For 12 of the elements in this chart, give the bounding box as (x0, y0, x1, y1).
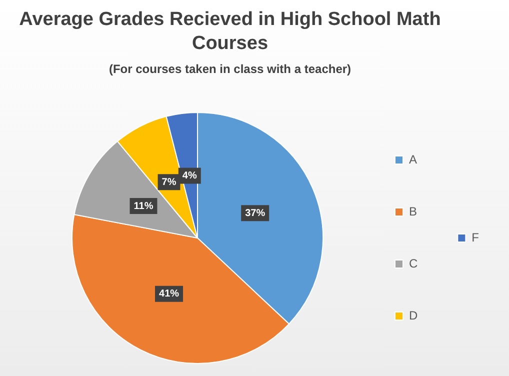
legend-label: A (409, 152, 418, 166)
data-label: 37% (245, 208, 266, 219)
data-label: 41% (159, 288, 180, 300)
legend-label: D (409, 308, 418, 322)
data-label: 11% (134, 200, 154, 212)
legend-label: C (409, 256, 418, 270)
chart-subtitle: (For courses taken in class with a teacher) (108, 62, 352, 76)
data-label: 7% (162, 176, 176, 188)
legend-label: F (472, 230, 480, 244)
chart-title: Average Grades Recieved in High School Math Courses (18, 8, 442, 56)
legend-label: B (409, 204, 418, 218)
data-label: 4% (182, 170, 197, 182)
